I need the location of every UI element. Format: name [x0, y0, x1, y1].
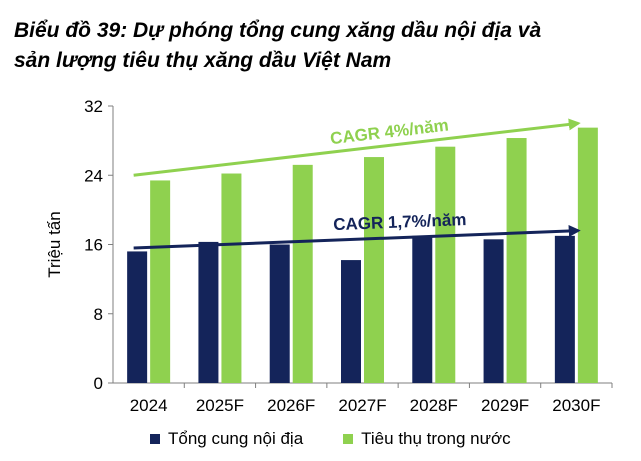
trend-arrow-consumption — [133, 118, 581, 177]
x-tick-label: 2028F — [410, 396, 458, 415]
bar-supply-2029F — [483, 239, 504, 383]
bar-supply-2025F — [198, 241, 219, 383]
bar-consumption-2028F — [435, 146, 456, 383]
x-tick-label: 2024 — [130, 396, 168, 415]
y-tick-label: 16 — [84, 236, 103, 255]
bar-consumption-2026F — [292, 164, 313, 383]
bar-supply-2027F — [341, 260, 361, 383]
bar-supply-2028F — [412, 235, 433, 383]
x-tick-label: 2026F — [267, 396, 315, 415]
bar-consumption-2025F — [221, 173, 242, 383]
y-tick-label: 0 — [94, 374, 103, 393]
y-tick-label: 32 — [84, 97, 103, 116]
bar-consumption-2027F — [364, 157, 384, 383]
chart-title-line-2: sản lượng tiêu thụ xăng dầu Việt Nam — [14, 49, 392, 72]
x-tick-label: 2027F — [338, 396, 386, 415]
legend-swatch-consumption — [343, 434, 354, 444]
legend-item-supply: Tổng cung nội địa — [150, 429, 303, 449]
chart-title: Biểu đồ 39: Dự phóng tổng cung xăng dầu … — [14, 16, 634, 76]
x-tick-label: 2029F — [481, 396, 529, 415]
legend-label-consumption: Tiêu thụ trong nước — [361, 429, 511, 448]
chart-title-line-1: Biểu đồ 39: Dự phóng tổng cung xăng dầu … — [14, 19, 542, 42]
chart-legend: Tổng cung nội địa Tiêu thụ trong nước — [150, 428, 551, 450]
y-tick-label: 24 — [84, 166, 103, 185]
bar-consumption-2030F — [577, 127, 598, 383]
legend-swatch-supply — [150, 434, 160, 444]
legend-label-supply: Tổng cung nội địa — [168, 429, 304, 448]
legend-item-consumption: Tiêu thụ trong nước — [343, 429, 511, 449]
cagr-label-consumption: CAGR 4%/năm — [329, 116, 449, 149]
trend-arrow-supply — [133, 225, 581, 250]
x-tick-label: 2030F — [552, 396, 600, 415]
y-tick-label: 8 — [94, 305, 103, 324]
bar-supply-2024 — [127, 251, 148, 383]
bar-consumption-2024 — [150, 180, 171, 383]
x-tick-label: 2025F — [196, 396, 244, 415]
bar-supply-2026F — [269, 244, 290, 383]
bar-supply-2030F — [554, 235, 575, 383]
y-axis-label: Triệu tấn — [45, 211, 64, 277]
bar-consumption-2029F — [506, 138, 527, 383]
